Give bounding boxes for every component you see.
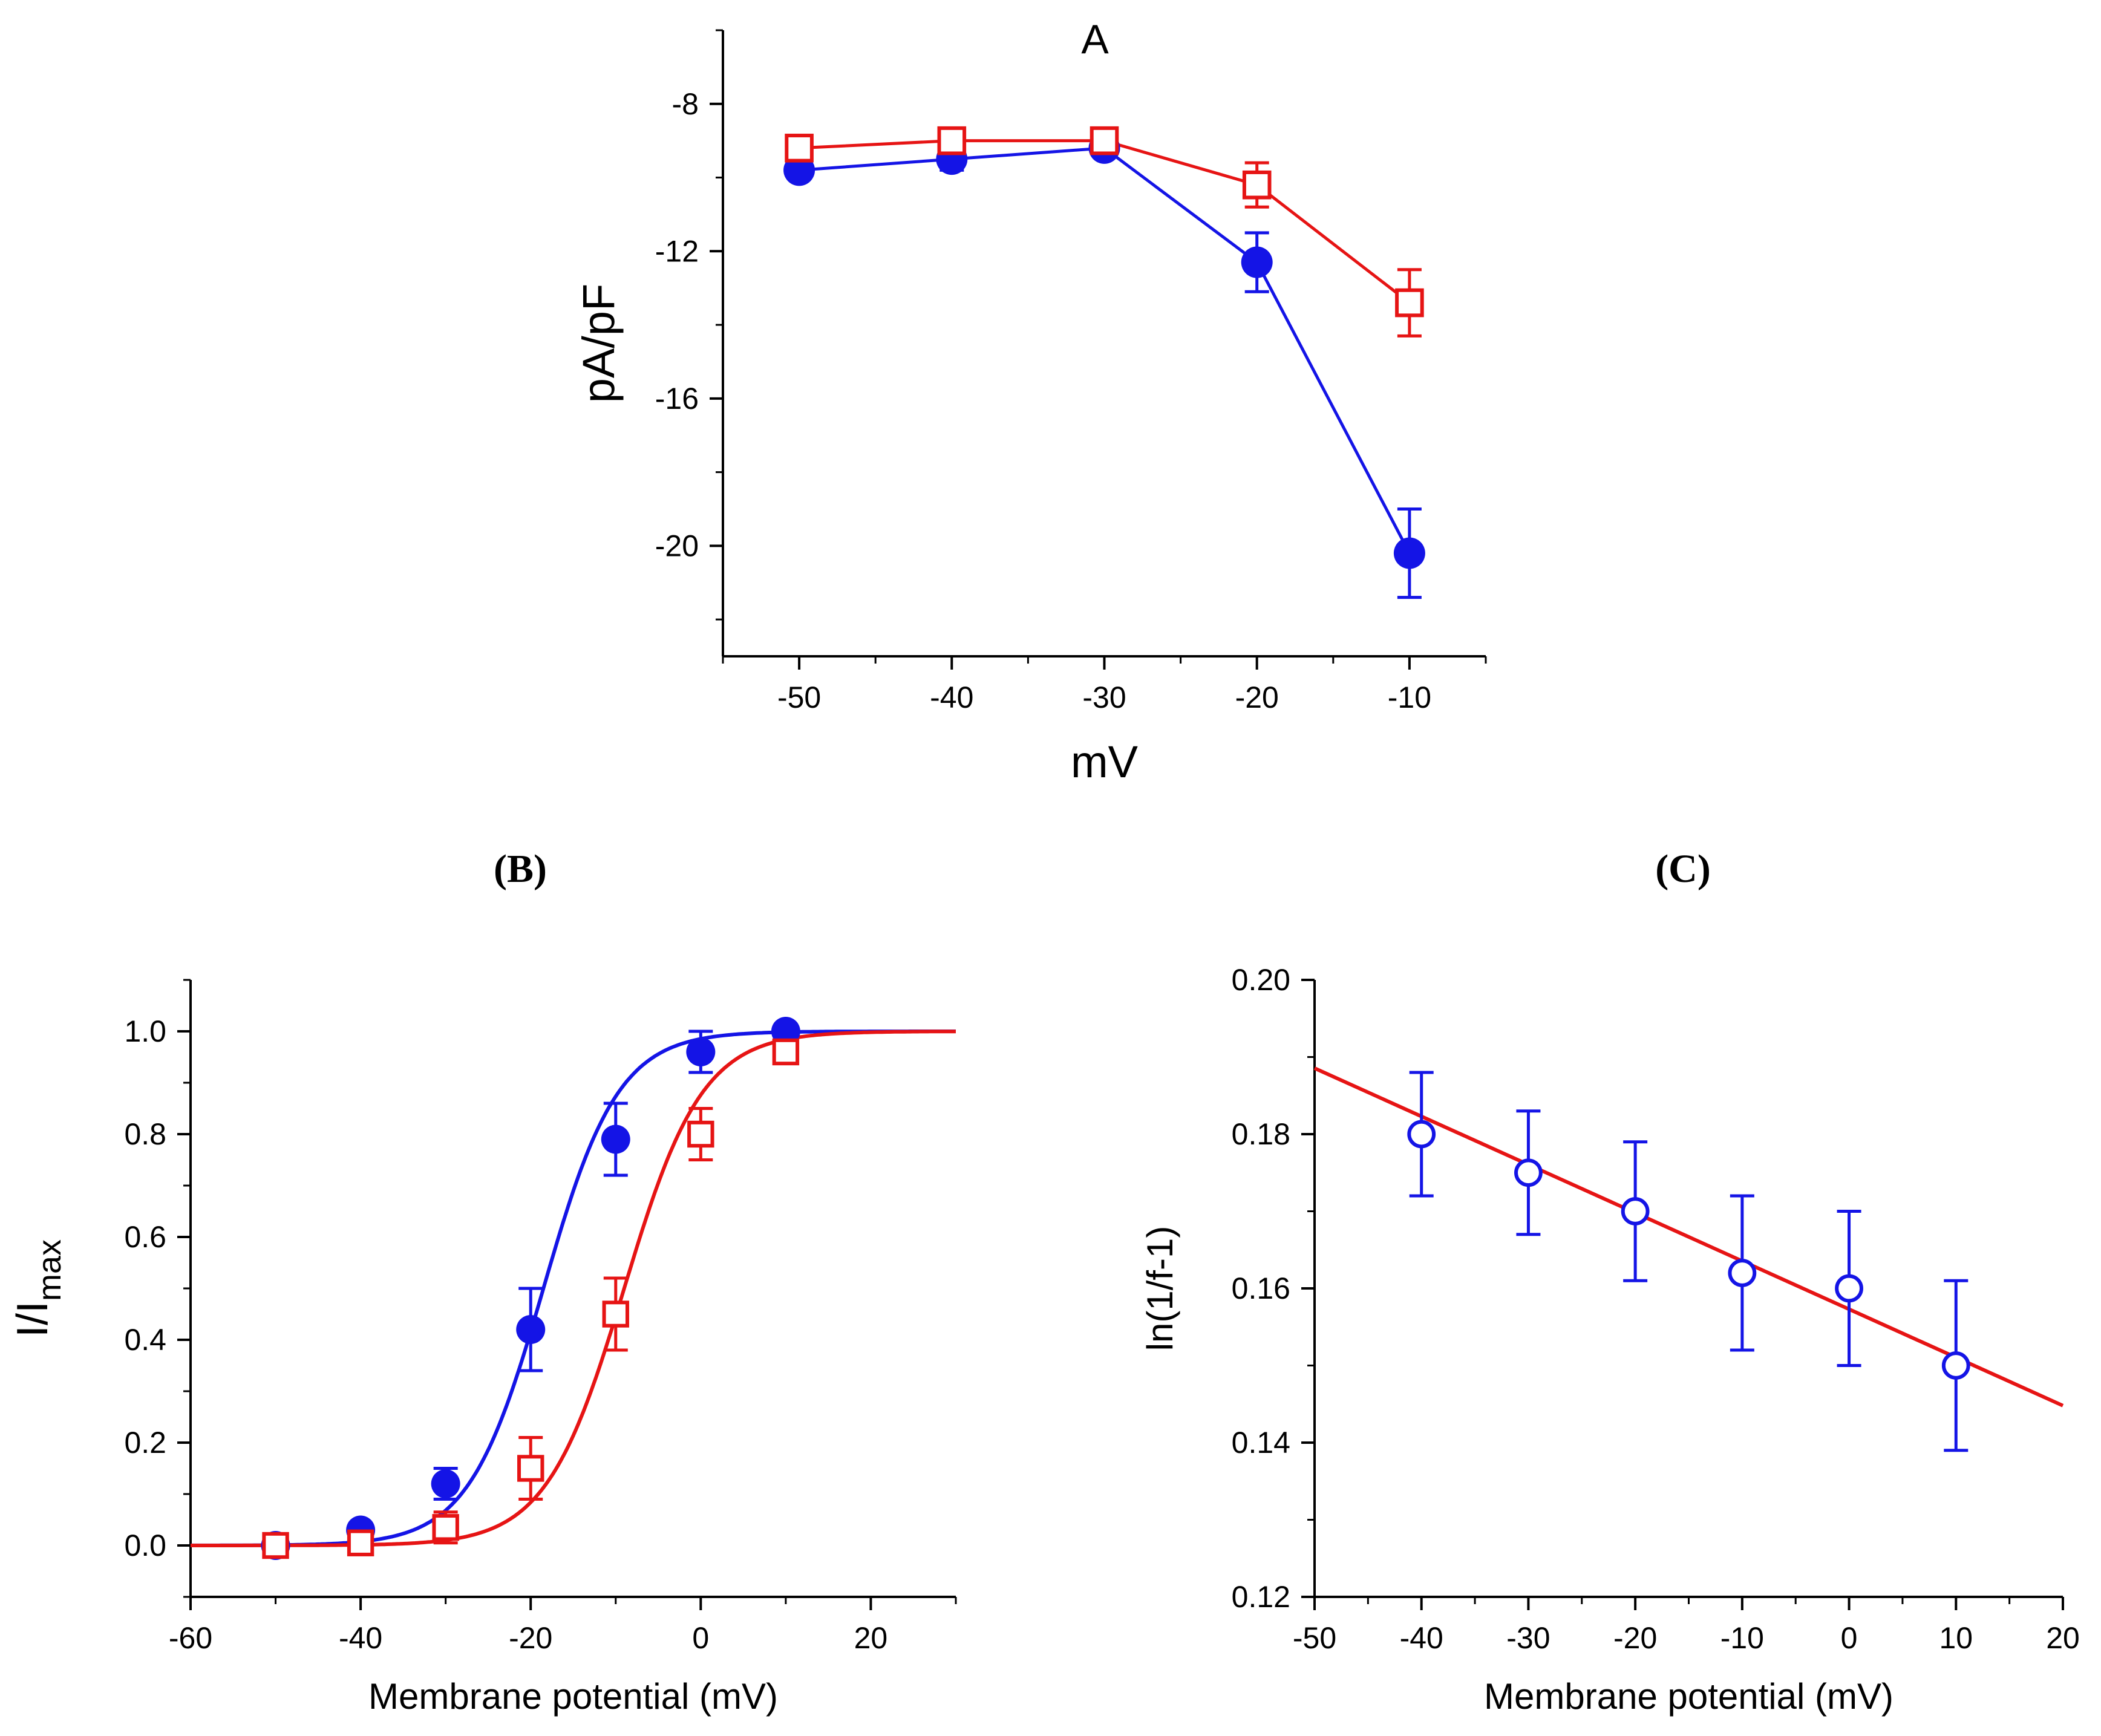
panel-b: -60 -40 -20 0 20 0.0 0.2 0.4 0.6 0.8 1.0 Membrane p… (8, 847, 957, 1717)
x-tick-label: 20 (2046, 1621, 2080, 1655)
y-tick-label: -16 (655, 382, 699, 416)
y-axis-label-main: I/I (8, 1301, 57, 1337)
y-tick-label: 0.20 (1232, 963, 1290, 997)
data-point-open-circle (1621, 1197, 1650, 1225)
data-point-open-square (347, 1529, 374, 1556)
y-axis-label: pA/pF (573, 284, 624, 403)
x-tick-label: -60 (169, 1621, 212, 1655)
x-tick-label: -40 (930, 680, 973, 714)
x-tick-label: -50 (777, 680, 821, 714)
series-line-0 (799, 146, 1411, 554)
data-point-filled-circle (686, 1037, 716, 1066)
data-point-filled-circle (431, 1469, 460, 1498)
x-tick-label: 0 (1841, 1621, 1858, 1655)
data-point-open-square (1242, 170, 1272, 200)
y-tick-label: 0.8 (124, 1117, 166, 1151)
x-tick-label: -40 (339, 1621, 382, 1655)
panel-a: -50 -40 -30 -20 -10 -8 -12 -16 -20 mV pA/pF A (573, 16, 1487, 787)
panel-label: (B) (494, 847, 547, 891)
y-axis-label: ln(1/f-1) (1140, 1226, 1180, 1351)
x-tick-label: -20 (1613, 1621, 1657, 1655)
y-tick-label: 1.0 (124, 1014, 166, 1048)
y-axis-label: I/Imax (8, 1239, 68, 1337)
y-tick-label: -12 (655, 234, 699, 268)
data-point-open-square (1090, 126, 1119, 155)
panel-label: (C) (1655, 847, 1711, 891)
y-tick-label: 0.18 (1232, 1117, 1290, 1151)
linear-fit-line (1313, 1066, 2064, 1408)
y-tick-label: -8 (672, 87, 699, 121)
data-point-filled-circle (1393, 537, 1425, 569)
x-tick-label: -10 (1720, 1621, 1764, 1655)
panel-label: A (1081, 16, 1109, 62)
data-point-open-circle (1941, 1351, 1970, 1380)
x-tick-label: -40 (1400, 1621, 1443, 1655)
data-point-open-square (687, 1120, 714, 1148)
y-tick-label: 0.4 (124, 1323, 166, 1357)
data-point-open-circle (1728, 1259, 1757, 1287)
data-point-filled-circle (601, 1124, 630, 1154)
x-axis-label: mV (1071, 737, 1139, 787)
x-tick-label: -10 (1388, 680, 1431, 714)
x-tick-label: -50 (1293, 1621, 1336, 1655)
y-tick-label: 0.16 (1232, 1271, 1290, 1305)
x-tick-label: 10 (1939, 1621, 1973, 1655)
data-point-open-square (785, 134, 814, 163)
y-tick-label: 0.14 (1232, 1426, 1290, 1460)
data-point-filled-circle (1241, 246, 1273, 278)
data-point-open-square (602, 1300, 629, 1328)
x-tick-label: -20 (1235, 680, 1279, 714)
x-axis-label: Membrane potential (mV) (368, 1676, 778, 1717)
x-tick-label: 0 (692, 1621, 709, 1655)
y-tick-label: 0.12 (1232, 1580, 1290, 1614)
panel-c: -50 -40 -30 -20 -10 0 10 20 0.12 0.14 0.16 0.18 0.20… (1140, 847, 2080, 1717)
y-tick-label: -20 (655, 529, 699, 563)
data-point-filled-circle (516, 1315, 546, 1344)
y-tick-label: 0.0 (124, 1529, 166, 1562)
data-point-open-square (1395, 288, 1424, 318)
data-point-open-circle (1835, 1274, 1863, 1303)
y-tick-label: 0.6 (124, 1220, 166, 1254)
fit-curve-series-0 (191, 1030, 956, 1547)
data-point-open-circle (1407, 1120, 1436, 1149)
data-point-open-square (517, 1455, 544, 1482)
x-tick-label: -30 (1082, 680, 1126, 714)
x-tick-label: 20 (854, 1621, 888, 1655)
data-point-open-square (262, 1532, 289, 1559)
x-tick-label: -20 (509, 1621, 552, 1655)
fit-curve-series-1 (191, 1030, 956, 1547)
data-point-open-circle (1514, 1158, 1543, 1187)
x-axis-label: Membrane potential (mV) (1484, 1676, 1894, 1717)
y-tick-label: 0.2 (124, 1426, 166, 1460)
x-tick-label: -30 (1506, 1621, 1550, 1655)
data-point-open-square (937, 126, 967, 155)
data-point-open-square (772, 1038, 800, 1066)
data-point-open-square (432, 1514, 459, 1541)
y-axis-label-subscript: max (31, 1239, 68, 1301)
